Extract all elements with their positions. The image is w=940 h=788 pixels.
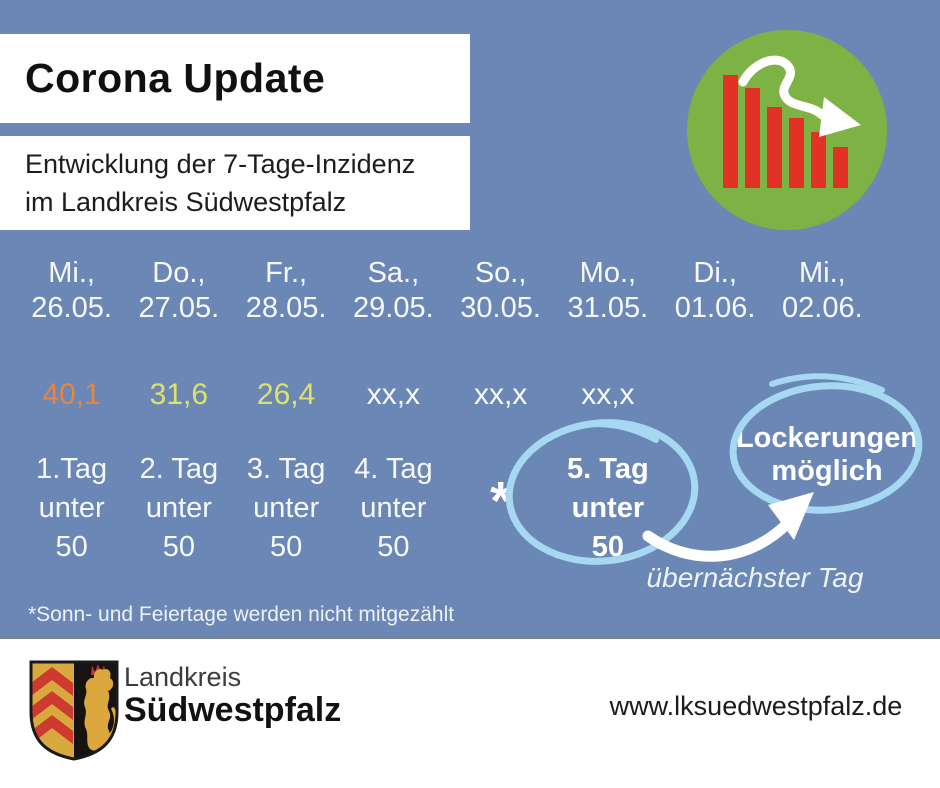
incidence-values-row: 40,1 31,6 26,4 xx,x xx,x xx,x [18, 379, 876, 411]
incidence-value: xx,x [581, 378, 635, 411]
incidence-value [769, 379, 876, 411]
tag-note-highlighted: 5. Tag unter 50 [567, 453, 649, 563]
incidence-value: 26,4 [256, 378, 316, 411]
down-trend-arrow-squiggle [738, 55, 827, 120]
day-column: Fr., 28.05. [233, 256, 340, 326]
arrow-label: übernächster Tag [646, 562, 864, 593]
chevron-icon [31, 715, 73, 744]
day-label: So., [474, 257, 527, 289]
incidence-value: xx,x [473, 378, 528, 411]
title-box: Corona Update [0, 34, 470, 123]
day-label: Fr., [265, 257, 308, 289]
day-label: Mo., [579, 257, 637, 289]
date-label: 28.05. [245, 292, 327, 324]
org-name: Landkreis Südwestpfalz [124, 662, 342, 729]
incidence-value: 31,6 [149, 378, 209, 411]
tag-note: 3. Tag unter 50 [246, 453, 326, 563]
tag-note: 4. Tag unter 50 [354, 453, 433, 563]
bar-chart-bars [723, 75, 848, 188]
coat-of-arms-suedwestpfalz [29, 660, 119, 761]
day-column: Mi., 26.05. [18, 256, 125, 326]
org-name-bottom: Südwestpfalz [124, 691, 342, 729]
date-label: 31.05. [567, 292, 649, 324]
goal-note: Lockerungen möglich [687, 422, 940, 488]
chevron-icon [31, 667, 73, 696]
day-label: Mi., [799, 257, 846, 289]
day-column: Mo., 31.05. [554, 256, 661, 326]
day-column: Di., 01.06. [662, 256, 769, 326]
day-column: So., 30.05. [447, 256, 554, 326]
declining-bar-chart-icon [687, 30, 887, 230]
asterisk-marker: * [490, 471, 512, 531]
day-header-row: Mi., 26.05. Do., 27.05. Fr., 28.05. Sa., 29.… [18, 256, 876, 326]
day-column: Sa., 29.05. [340, 256, 447, 326]
incidence-value [662, 379, 769, 411]
day-column: Mi., 02.06. [769, 256, 876, 326]
footer-bar: Landkreis Südwestpfalz www.lksuedwestpfa… [0, 639, 940, 788]
day-label: Mi., [48, 257, 95, 289]
incidence-value: xx,x [366, 378, 421, 411]
subtitle-line-1: Entwicklung der 7-Tage-Inzidenz [25, 149, 416, 179]
goal-line-1: Lockerungen [735, 422, 919, 454]
date-label: 29.05. [353, 292, 434, 324]
chevron-icon [31, 691, 73, 720]
date-label: 27.05. [138, 292, 220, 324]
tag-note: 1.Tag unter 50 [36, 453, 108, 563]
date-label: 02.06. [782, 292, 863, 324]
date-label: 26.05. [31, 292, 112, 324]
date-label: 01.06. [674, 292, 756, 324]
date-label: 30.05. [460, 292, 541, 324]
incidence-value: 40,1 [42, 378, 101, 411]
website-url: www.lksuedwestpfalz.de [609, 691, 903, 721]
tag-note: 2. Tag unter 50 [139, 453, 219, 563]
subtitle-line-2: im Landkreis Südwestpfalz [25, 187, 347, 217]
shield-outline [29, 660, 119, 761]
day-label: Di., [693, 257, 737, 289]
lion-rampant-icon [84, 669, 114, 751]
page-title: Corona Update [25, 55, 326, 101]
day-label: Sa., [367, 257, 420, 289]
day-label: Do., [152, 257, 206, 289]
subtitle-box: Entwicklung der 7-Tage-Inzidenz im Landk… [0, 136, 470, 230]
down-trend-arrowhead-icon [819, 97, 861, 137]
trend-icon [687, 30, 887, 230]
org-name-top: Landkreis [124, 662, 242, 692]
footnote: *Sonn- und Feiertage werden nicht mitgez… [28, 603, 455, 626]
day-column: Do., 27.05. [125, 256, 232, 326]
asterisk-column: * [447, 450, 554, 567]
goal-line-2: möglich [771, 455, 883, 487]
